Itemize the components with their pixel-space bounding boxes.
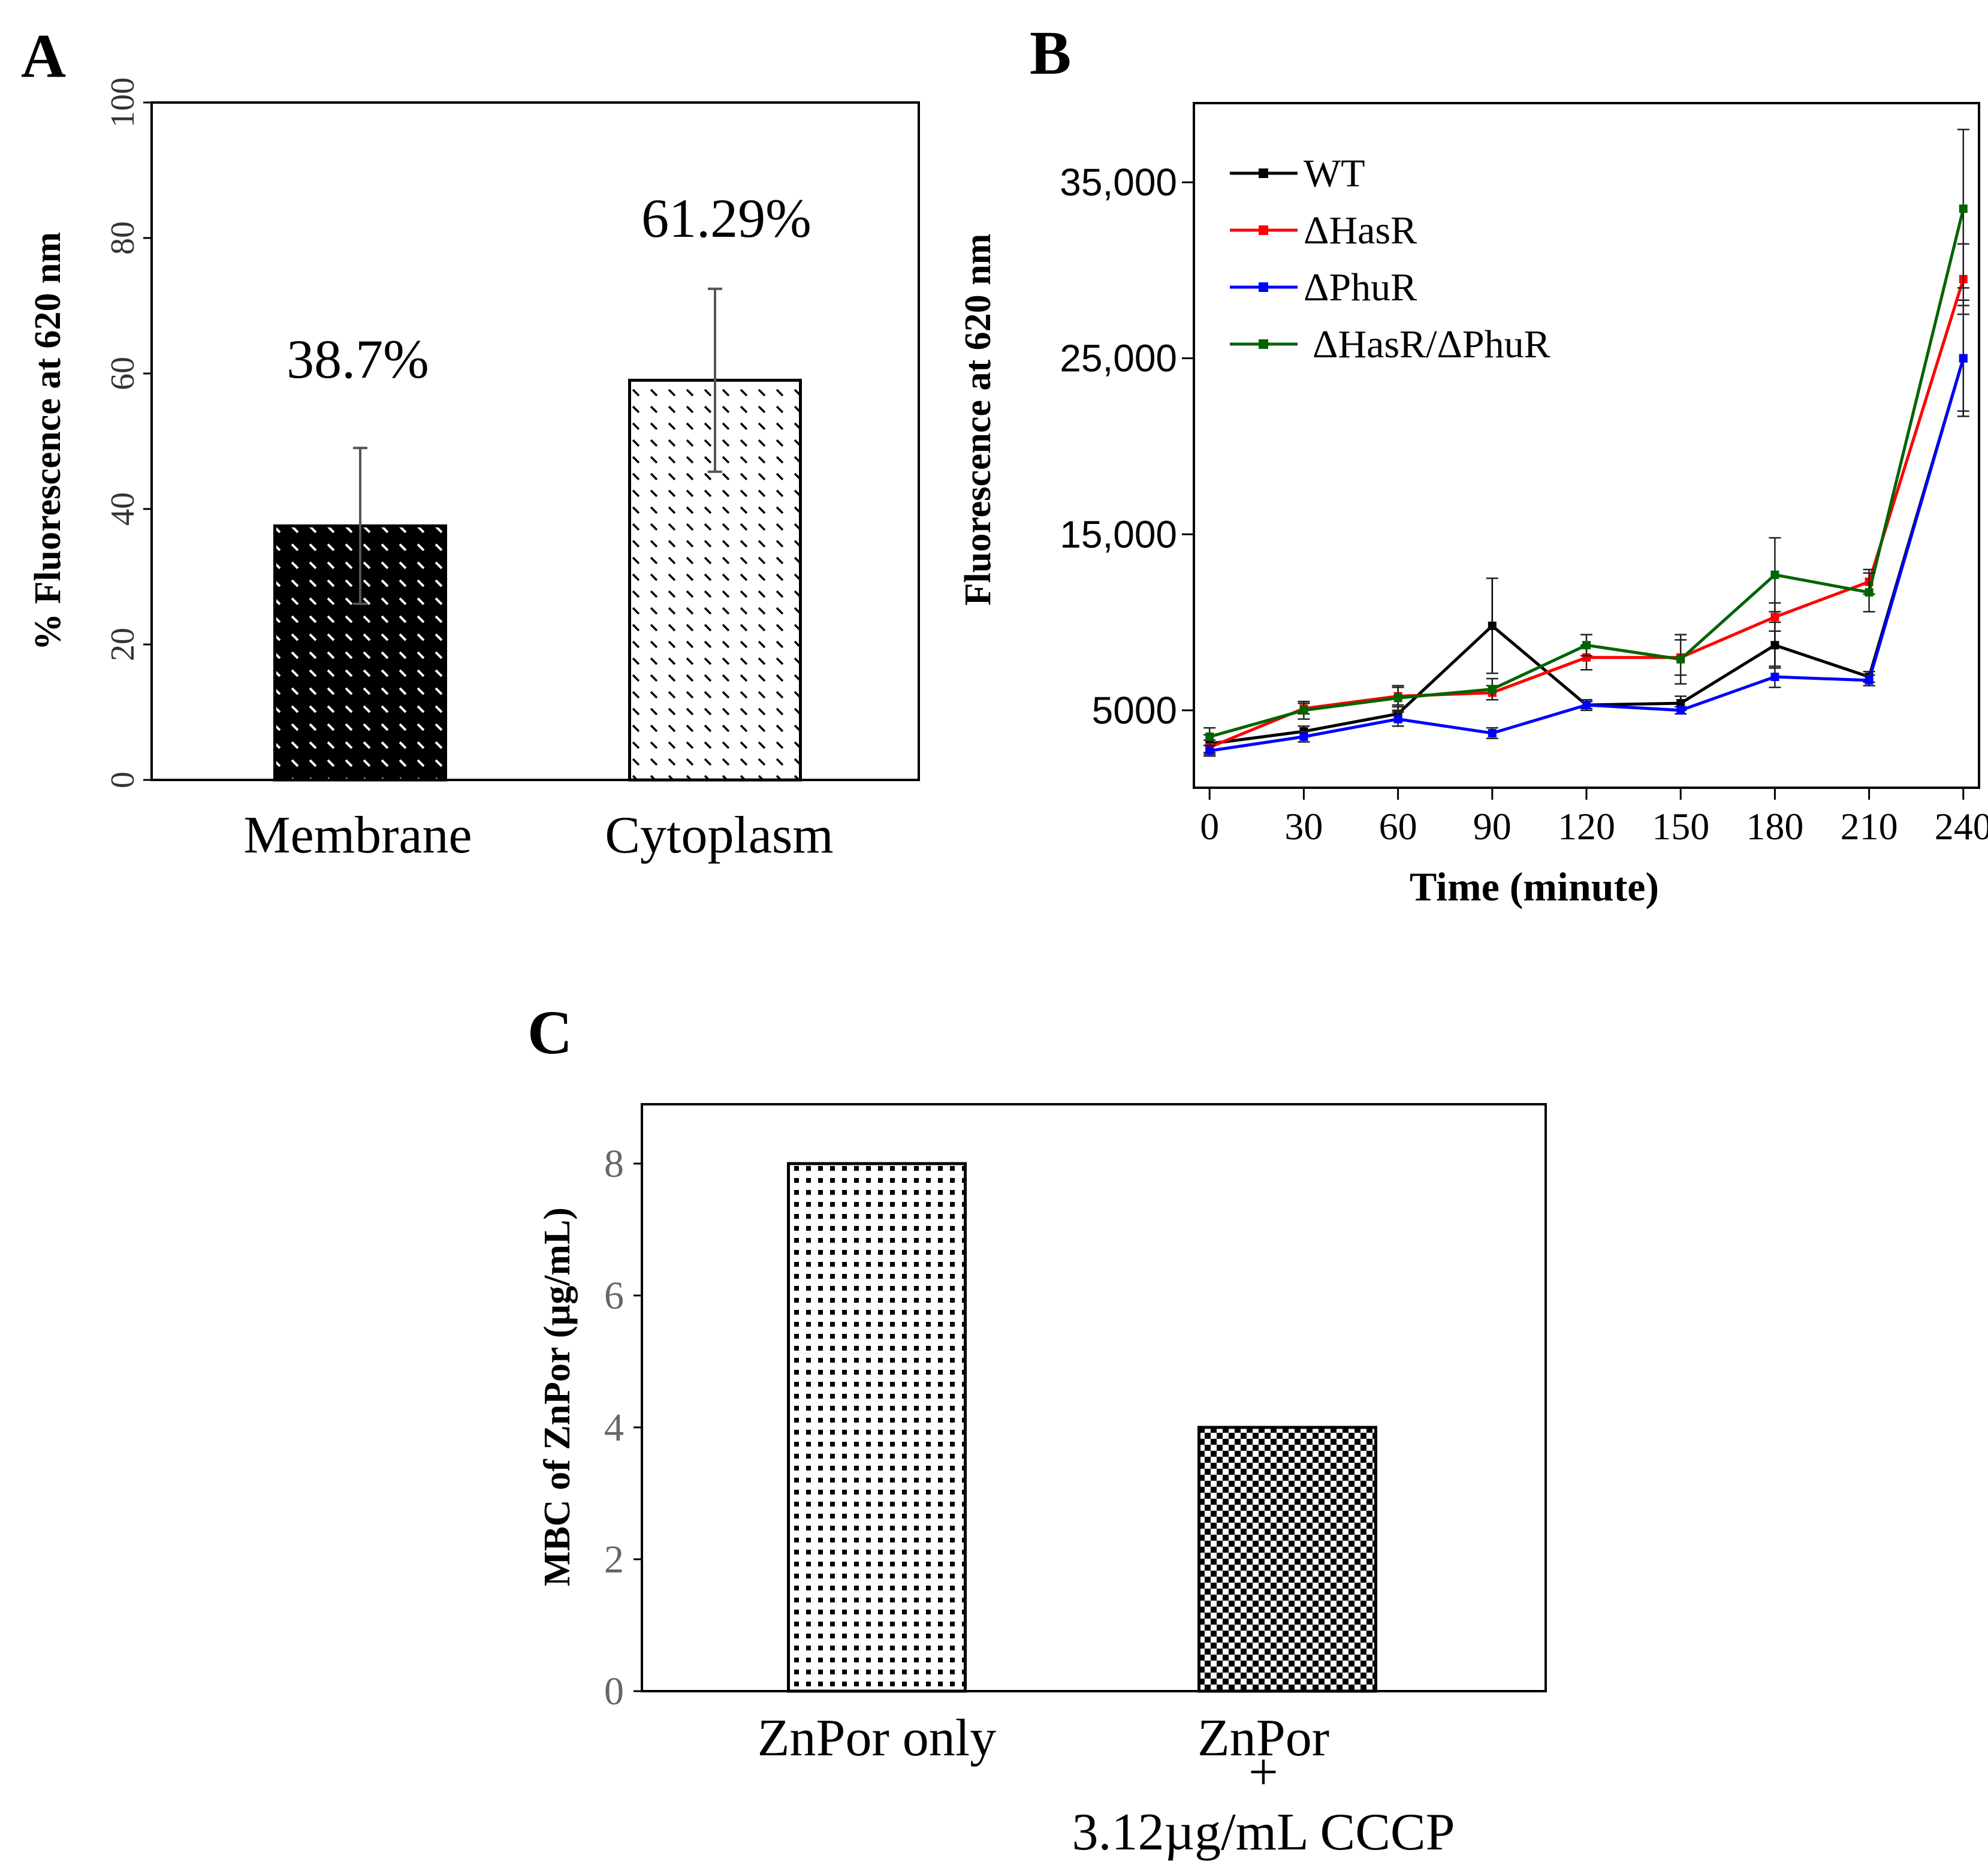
panel-b-marker xyxy=(1582,641,1591,650)
panel-b-x-tick-label: 150 xyxy=(1652,805,1709,848)
panel-b-y-tick-label: 5000 xyxy=(1092,689,1177,732)
panel-b-marker xyxy=(1299,706,1308,715)
panel-b-label: B xyxy=(1030,19,1071,88)
panel-c-y-tick-label: 8 xyxy=(604,1142,624,1186)
panel-c-y-tick-label: 4 xyxy=(604,1406,624,1450)
panel-b-marker xyxy=(1205,732,1214,741)
panel-b-plot-frame xyxy=(1193,102,1980,789)
panel-c-category-label: + xyxy=(1248,1743,1278,1801)
panel-b-legend-label: ΔPhuR xyxy=(1304,266,1417,309)
panel-b-y-tick-label: 35,000 xyxy=(1060,161,1177,204)
panel-a: A 0 20 40 60 80 100 38.7% 61.29% Membrane Cytop… xyxy=(21,22,920,864)
panel-b-marker xyxy=(1676,655,1685,664)
panel-b-series-line-1 xyxy=(1209,357,1965,746)
panel-b-marker xyxy=(1676,706,1685,715)
panel-c-y-tick-label: 0 xyxy=(604,1670,624,1713)
panel-a-data-label: 38.7% xyxy=(286,329,429,390)
panel-b-marker xyxy=(1299,732,1308,741)
panel-a-y-tick-label: 40 xyxy=(104,492,141,526)
panel-b-legend-label: ΔHasR xyxy=(1304,209,1417,252)
panel-b-axes: 0 30 60 90 120 150 180 210 240 5000 15,000 25,000 35… xyxy=(1060,161,1988,848)
panel-c-bars xyxy=(787,1162,1377,1693)
panel-c-y-axis: 0 2 4 6 8 xyxy=(604,1142,642,1713)
panel-b-marker xyxy=(1676,699,1685,708)
panel-b-marker xyxy=(1770,613,1779,622)
panel-a-plot-frame xyxy=(150,101,920,781)
panel-b-legend-marker xyxy=(1259,225,1268,235)
panel-b-legend-marker xyxy=(1259,168,1268,178)
panel-b-x-tick-label: 30 xyxy=(1284,805,1323,848)
panel-b-legend: WT ΔHasR ΔPhuR ΔHasR/ΔPhuR xyxy=(1230,152,1550,366)
panel-b-legend-label: WT xyxy=(1304,152,1365,195)
panel-b-x-tick-label: 60 xyxy=(1379,805,1417,848)
panel-b-x-tick-label: 90 xyxy=(1473,805,1512,848)
panel-a-y-tick-label: 80 xyxy=(104,221,141,255)
panel-c-x-labels: ZnPor only ZnPor+3.12µg/mL CCCP xyxy=(758,1709,1455,1861)
panel-a-data-label: 61.29% xyxy=(641,188,812,249)
panel-b-marker xyxy=(1582,701,1591,710)
panel-b-marker xyxy=(1865,676,1874,685)
panel-b-x-tick-label: 0 xyxy=(1200,805,1219,848)
panel-b-y-tick-label: 25,000 xyxy=(1060,337,1177,380)
panel-c-bar-1 xyxy=(787,1162,967,1693)
panel-b-marker xyxy=(1393,694,1402,703)
panel-c-y-axis-title: MBC of ZnPor (µg/mL) xyxy=(537,1207,578,1586)
panel-c-category-label: ZnPor xyxy=(1197,1709,1329,1767)
panel-c-y-tick-label: 2 xyxy=(604,1538,624,1581)
panel-b-series xyxy=(1203,128,1969,757)
panel-b-marker xyxy=(1205,746,1214,755)
panel-b-x-tick-label: 240 xyxy=(1935,805,1988,848)
panel-b-marker xyxy=(1865,588,1874,597)
panel-b-marker xyxy=(1488,728,1497,737)
panel-a-category-label: Cytoplasm xyxy=(605,806,833,864)
panel-c-bar-2 xyxy=(1197,1426,1377,1693)
panel-b-legend-marker xyxy=(1259,282,1268,292)
panel-a-y-tick-label: 100 xyxy=(104,77,141,128)
panel-c-category-label: 3.12µg/mL CCCP xyxy=(1072,1803,1455,1861)
panel-b-series-line-3 xyxy=(1209,357,1965,752)
panel-c-category-label: ZnPor only xyxy=(758,1709,996,1767)
panel-b-marker xyxy=(1770,673,1779,682)
panel-b: B 0 30 60 90 120 150 180 210 240 5000 15,000 25,000… xyxy=(958,19,1988,909)
panel-b-marker xyxy=(1959,204,1968,213)
panel-b-y-axis-title: Fluorescence at 620 nm xyxy=(958,234,998,605)
panel-a-label: A xyxy=(21,22,66,91)
panel-b-marker xyxy=(1770,570,1779,579)
panel-b-x-tick-label: 210 xyxy=(1841,805,1898,848)
panel-b-marker xyxy=(1770,641,1779,650)
panel-b-x-tick-label: 180 xyxy=(1746,805,1803,848)
panel-a-x-labels: Membrane Cytoplasm xyxy=(243,806,833,864)
panel-a-category-label: Membrane xyxy=(243,806,472,864)
panel-b-marker xyxy=(1959,354,1968,363)
panel-c-y-tick-label: 6 xyxy=(604,1274,624,1318)
panel-b-marker xyxy=(1488,685,1497,694)
panel-b-legend-marker xyxy=(1259,339,1268,349)
panel-b-legend-label: ΔHasR/ΔPhuR xyxy=(1313,323,1550,366)
panel-a-y-tick-label: 20 xyxy=(104,628,141,661)
panel-a-y-tick-label: 60 xyxy=(104,357,141,390)
panel-c-plot-frame xyxy=(641,1103,1547,1692)
panel-b-marker xyxy=(1393,715,1402,724)
panel-b-marker xyxy=(1488,621,1497,630)
panel-a-y-axis: 0 20 40 60 80 100 xyxy=(104,77,152,788)
panel-a-y-tick-label: 0 xyxy=(104,772,141,788)
panel-b-x-tick-label: 120 xyxy=(1558,805,1615,848)
panel-b-x-axis-title: Time (minute) xyxy=(1410,864,1659,909)
panel-c: C 0 2 4 6 8 ZnPor only ZnPor+3.12µg/mL CCCP M… xyxy=(527,998,1547,1861)
panel-c-label: C xyxy=(527,998,572,1067)
panel-b-y-tick-label: 15,000 xyxy=(1060,513,1177,556)
panel-a-bars: 38.7% 61.29% xyxy=(273,188,812,782)
panel-a-y-axis-title: % Fluorescence at 620 nm xyxy=(28,232,68,650)
